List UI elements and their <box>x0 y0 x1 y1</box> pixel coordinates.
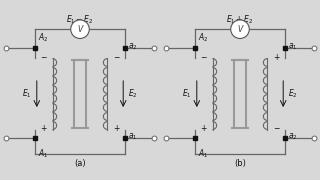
Text: V: V <box>77 25 83 34</box>
Text: $A_1$: $A_1$ <box>198 148 209 160</box>
Text: +: + <box>274 53 280 62</box>
Text: $E_1$: $E_1$ <box>22 88 32 100</box>
Text: $E_2$: $E_2$ <box>288 88 298 100</box>
Text: −: − <box>114 53 120 62</box>
Text: $A_2$: $A_2$ <box>198 31 209 44</box>
Text: V: V <box>237 25 243 34</box>
Text: (a): (a) <box>74 159 86 168</box>
Text: −: − <box>200 53 206 62</box>
Circle shape <box>71 20 89 39</box>
Text: $A_1$: $A_1$ <box>38 148 49 160</box>
Text: $E_1 + E_2$: $E_1 + E_2$ <box>226 14 254 26</box>
Text: $A_2$: $A_2$ <box>38 31 49 44</box>
Text: $E_2$: $E_2$ <box>128 88 138 100</box>
Text: $a_2$: $a_2$ <box>288 131 298 142</box>
Text: +: + <box>114 124 120 133</box>
Text: $E_1 - E_2$: $E_1 - E_2$ <box>66 14 94 26</box>
Text: (b): (b) <box>234 159 246 168</box>
Text: −: − <box>40 53 46 62</box>
Text: +: + <box>40 124 46 133</box>
Text: $a_1$: $a_1$ <box>288 42 298 52</box>
Text: −: − <box>274 124 280 133</box>
Text: $a_2$: $a_2$ <box>128 42 138 52</box>
Text: +: + <box>200 124 206 133</box>
Text: $a_1$: $a_1$ <box>128 131 138 142</box>
Circle shape <box>231 20 249 39</box>
Text: $E_1$: $E_1$ <box>182 88 192 100</box>
